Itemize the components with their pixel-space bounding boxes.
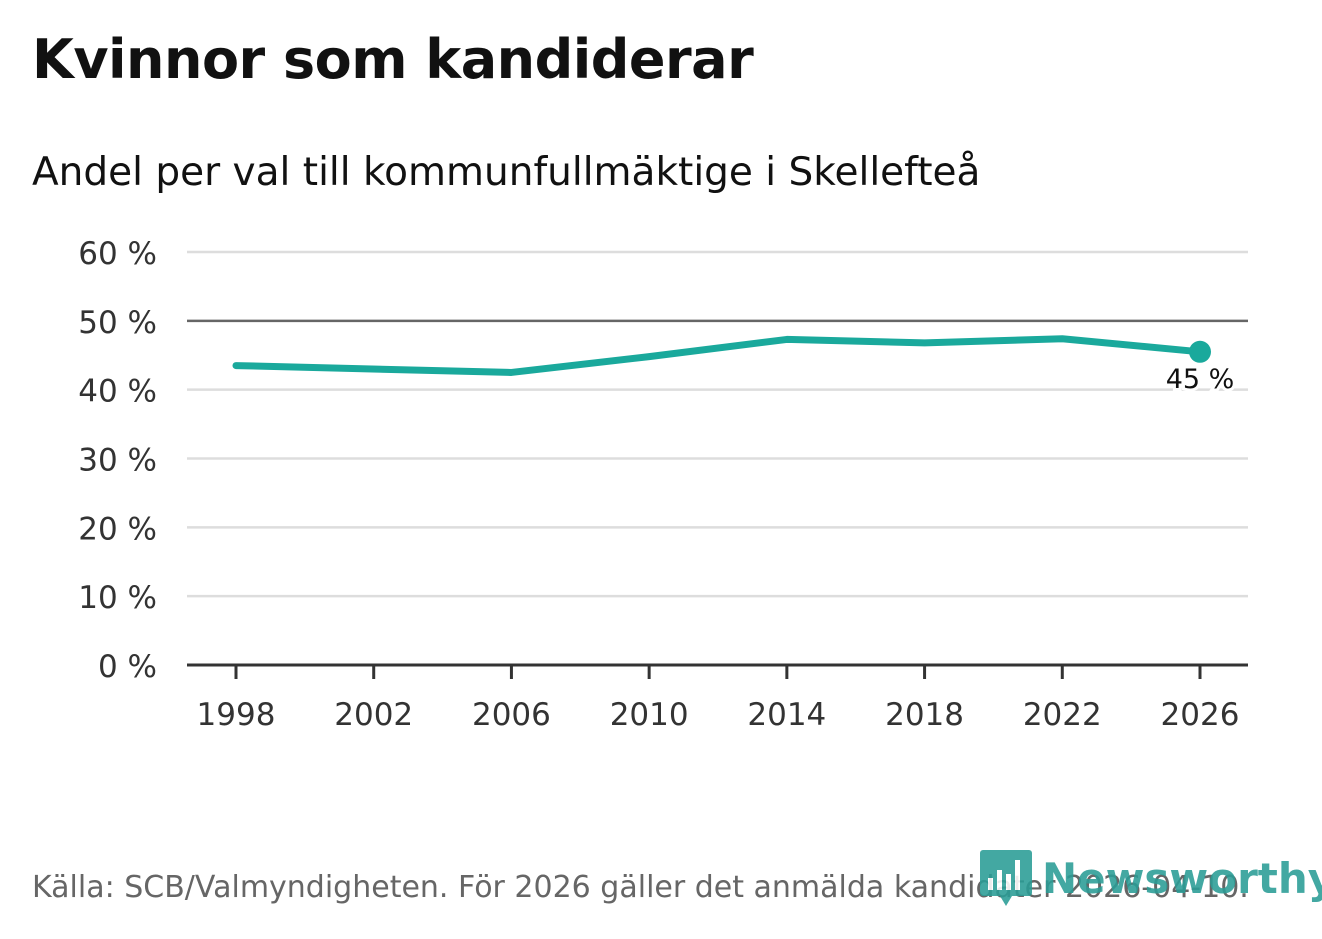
y-axis-tick-labels: 0 % 10 % 20 % 30 % 40 % 50 % 60 % <box>78 236 157 685</box>
y-tick-label-50: 50 % <box>78 305 157 341</box>
data-labels: 45 % <box>1163 361 1238 398</box>
x-tick-label-2026: 2026 <box>1161 697 1240 733</box>
chart-subtitle: Andel per val till kommunfullmäktige i S… <box>32 150 981 195</box>
chart-title: Kvinnor som kandiderar <box>32 28 754 91</box>
gridlines <box>187 250 1248 598</box>
y-tick-label-0: 0 % <box>98 649 157 685</box>
y-tick-label-20: 20 % <box>78 511 157 547</box>
x-tick-label-1998: 1998 <box>197 697 276 733</box>
source-note: Källa: SCB/Valmyndigheten. För 2026 gäll… <box>32 870 1249 905</box>
y-tick-label-10: 10 % <box>78 580 157 616</box>
series-line-0 <box>232 335 1204 376</box>
end-point-marker <box>1189 340 1211 363</box>
end-point-label: 45 % <box>1166 364 1235 395</box>
x-tick-label-2022: 2022 <box>1023 697 1102 733</box>
brand-name: Newsworthy <box>1042 853 1322 903</box>
x-axis: 1998 2002 2006 2010 2014 2018 2022 2026 <box>187 663 1248 733</box>
newsworthy-logo: Newsworthy <box>980 850 1322 906</box>
y-tick-label-60: 60 % <box>78 236 157 272</box>
x-tick-label-2014: 2014 <box>747 697 826 733</box>
x-tick-label-2010: 2010 <box>610 697 689 733</box>
y-tick-label-30: 30 % <box>78 443 157 479</box>
series-group <box>232 335 1211 376</box>
x-tick-label-2002: 2002 <box>334 697 413 733</box>
y-tick-label-40: 40 % <box>78 374 157 410</box>
x-tick-label-2018: 2018 <box>885 697 964 733</box>
x-tick-label-2006: 2006 <box>472 697 551 733</box>
newsworthy-logo-icon <box>980 850 1032 906</box>
